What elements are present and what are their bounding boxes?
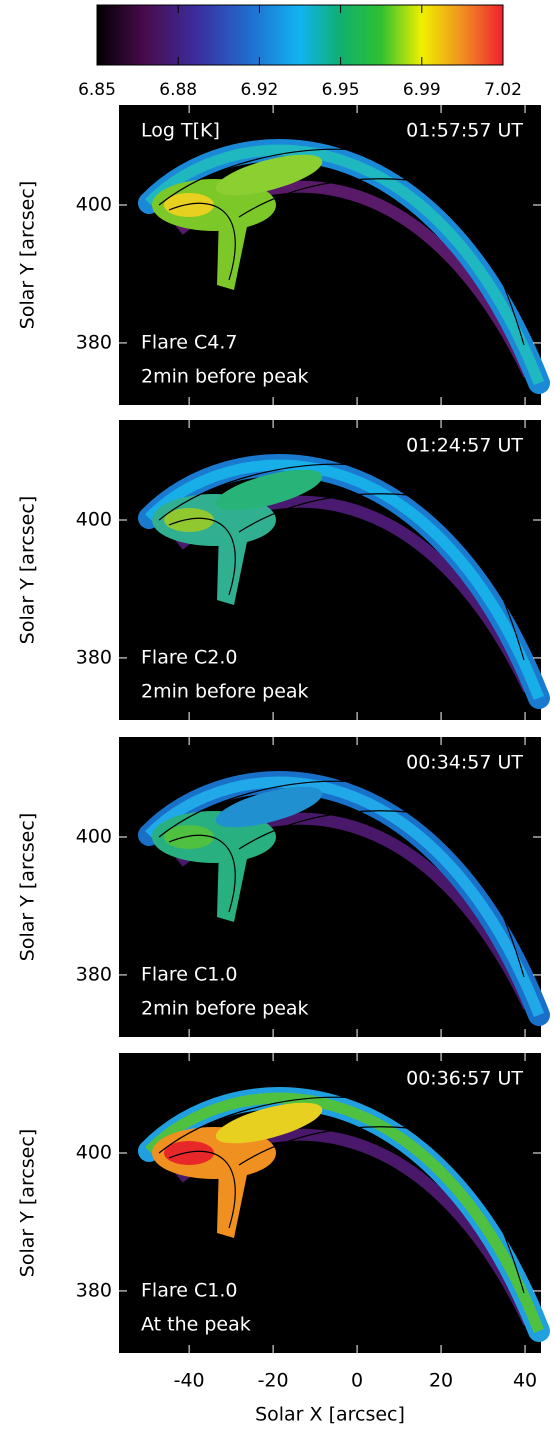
y-tick-label: 400 bbox=[76, 826, 112, 848]
contour bbox=[158, 463, 525, 661]
annotation: Flare C1.0 bbox=[141, 964, 237, 986]
x-tick-label: -20 bbox=[258, 1370, 289, 1392]
colorbar-tick-label: 6.92 bbox=[240, 80, 278, 100]
annotation: Log T[K] bbox=[141, 120, 220, 142]
y-axis-label: Solar Y [arcsec] bbox=[17, 813, 39, 961]
hot-spot bbox=[164, 1141, 214, 1165]
loop-core bbox=[215, 469, 323, 511]
y-tick-label: 400 bbox=[76, 194, 112, 216]
annotation: 2min before peak bbox=[141, 681, 309, 703]
annotation: Flare C4.7 bbox=[141, 332, 237, 354]
colorbar-tick-label: 6.99 bbox=[403, 80, 441, 100]
footpoint-tongue bbox=[217, 1163, 249, 1238]
contour bbox=[158, 148, 525, 346]
contour bbox=[158, 1096, 525, 1294]
annotation: 2min before peak bbox=[141, 366, 309, 388]
hot-spot bbox=[164, 193, 214, 217]
colorbar-tick-label: 7.02 bbox=[484, 80, 522, 100]
y-axis-label: Solar Y [arcsec] bbox=[17, 181, 39, 329]
annotation: At the peak bbox=[141, 1314, 251, 1336]
loop-inner bbox=[145, 776, 545, 1018]
annotation: 2min before peak bbox=[141, 998, 309, 1020]
loop-inner bbox=[145, 1092, 545, 1334]
loop-image bbox=[138, 139, 550, 394]
loop-image bbox=[138, 454, 550, 709]
annotation: 01:57:57 UT bbox=[406, 120, 523, 142]
y-tick-label: 380 bbox=[76, 331, 112, 353]
y-tick-label: 380 bbox=[76, 1279, 112, 1301]
hot-spot bbox=[164, 508, 214, 532]
loop-core bbox=[215, 1102, 323, 1144]
footpoint-tongue bbox=[217, 530, 249, 605]
colorbar-tick-label: 6.88 bbox=[159, 80, 197, 100]
annotation: Flare C1.0 bbox=[141, 1280, 237, 1302]
loop-core bbox=[215, 154, 323, 196]
y-tick-label: 400 bbox=[76, 509, 112, 531]
contour bbox=[158, 780, 525, 978]
footpoint-tongue bbox=[217, 215, 249, 290]
x-tick-label: 20 bbox=[429, 1370, 453, 1392]
annotation: 01:24:57 UT bbox=[406, 435, 523, 457]
loop-inner bbox=[145, 459, 545, 701]
contour bbox=[168, 178, 410, 281]
hot-spot bbox=[164, 825, 214, 849]
colorbar-tick-label: 6.95 bbox=[322, 80, 360, 100]
y-tick-label: 380 bbox=[76, 963, 112, 985]
loop-inner bbox=[145, 144, 545, 386]
annotation: 00:34:57 UT bbox=[406, 752, 523, 774]
x-tick-label: 40 bbox=[513, 1370, 537, 1392]
annotation: 00:36:57 UT bbox=[406, 1068, 523, 1090]
annotation: Flare C2.0 bbox=[141, 647, 237, 669]
y-axis-label: Solar Y [arcsec] bbox=[17, 496, 39, 644]
y-tick-label: 380 bbox=[76, 646, 112, 668]
loop-core bbox=[215, 786, 323, 828]
loop-image bbox=[138, 1087, 550, 1342]
colorbar-tick-label: 6.85 bbox=[78, 80, 116, 100]
y-tick-label: 400 bbox=[76, 1142, 112, 1164]
contour bbox=[168, 810, 410, 913]
x-tick-label: -40 bbox=[174, 1370, 205, 1392]
contour bbox=[168, 1126, 410, 1229]
contour bbox=[168, 493, 410, 596]
y-axis-label: Solar Y [arcsec] bbox=[17, 1129, 39, 1277]
x-tick-label: 0 bbox=[351, 1370, 363, 1392]
colorbar bbox=[96, 4, 504, 66]
footpoint-tongue bbox=[217, 847, 249, 922]
loop-image bbox=[138, 771, 550, 1026]
x-axis-label: Solar X [arcsec] bbox=[255, 1404, 405, 1426]
